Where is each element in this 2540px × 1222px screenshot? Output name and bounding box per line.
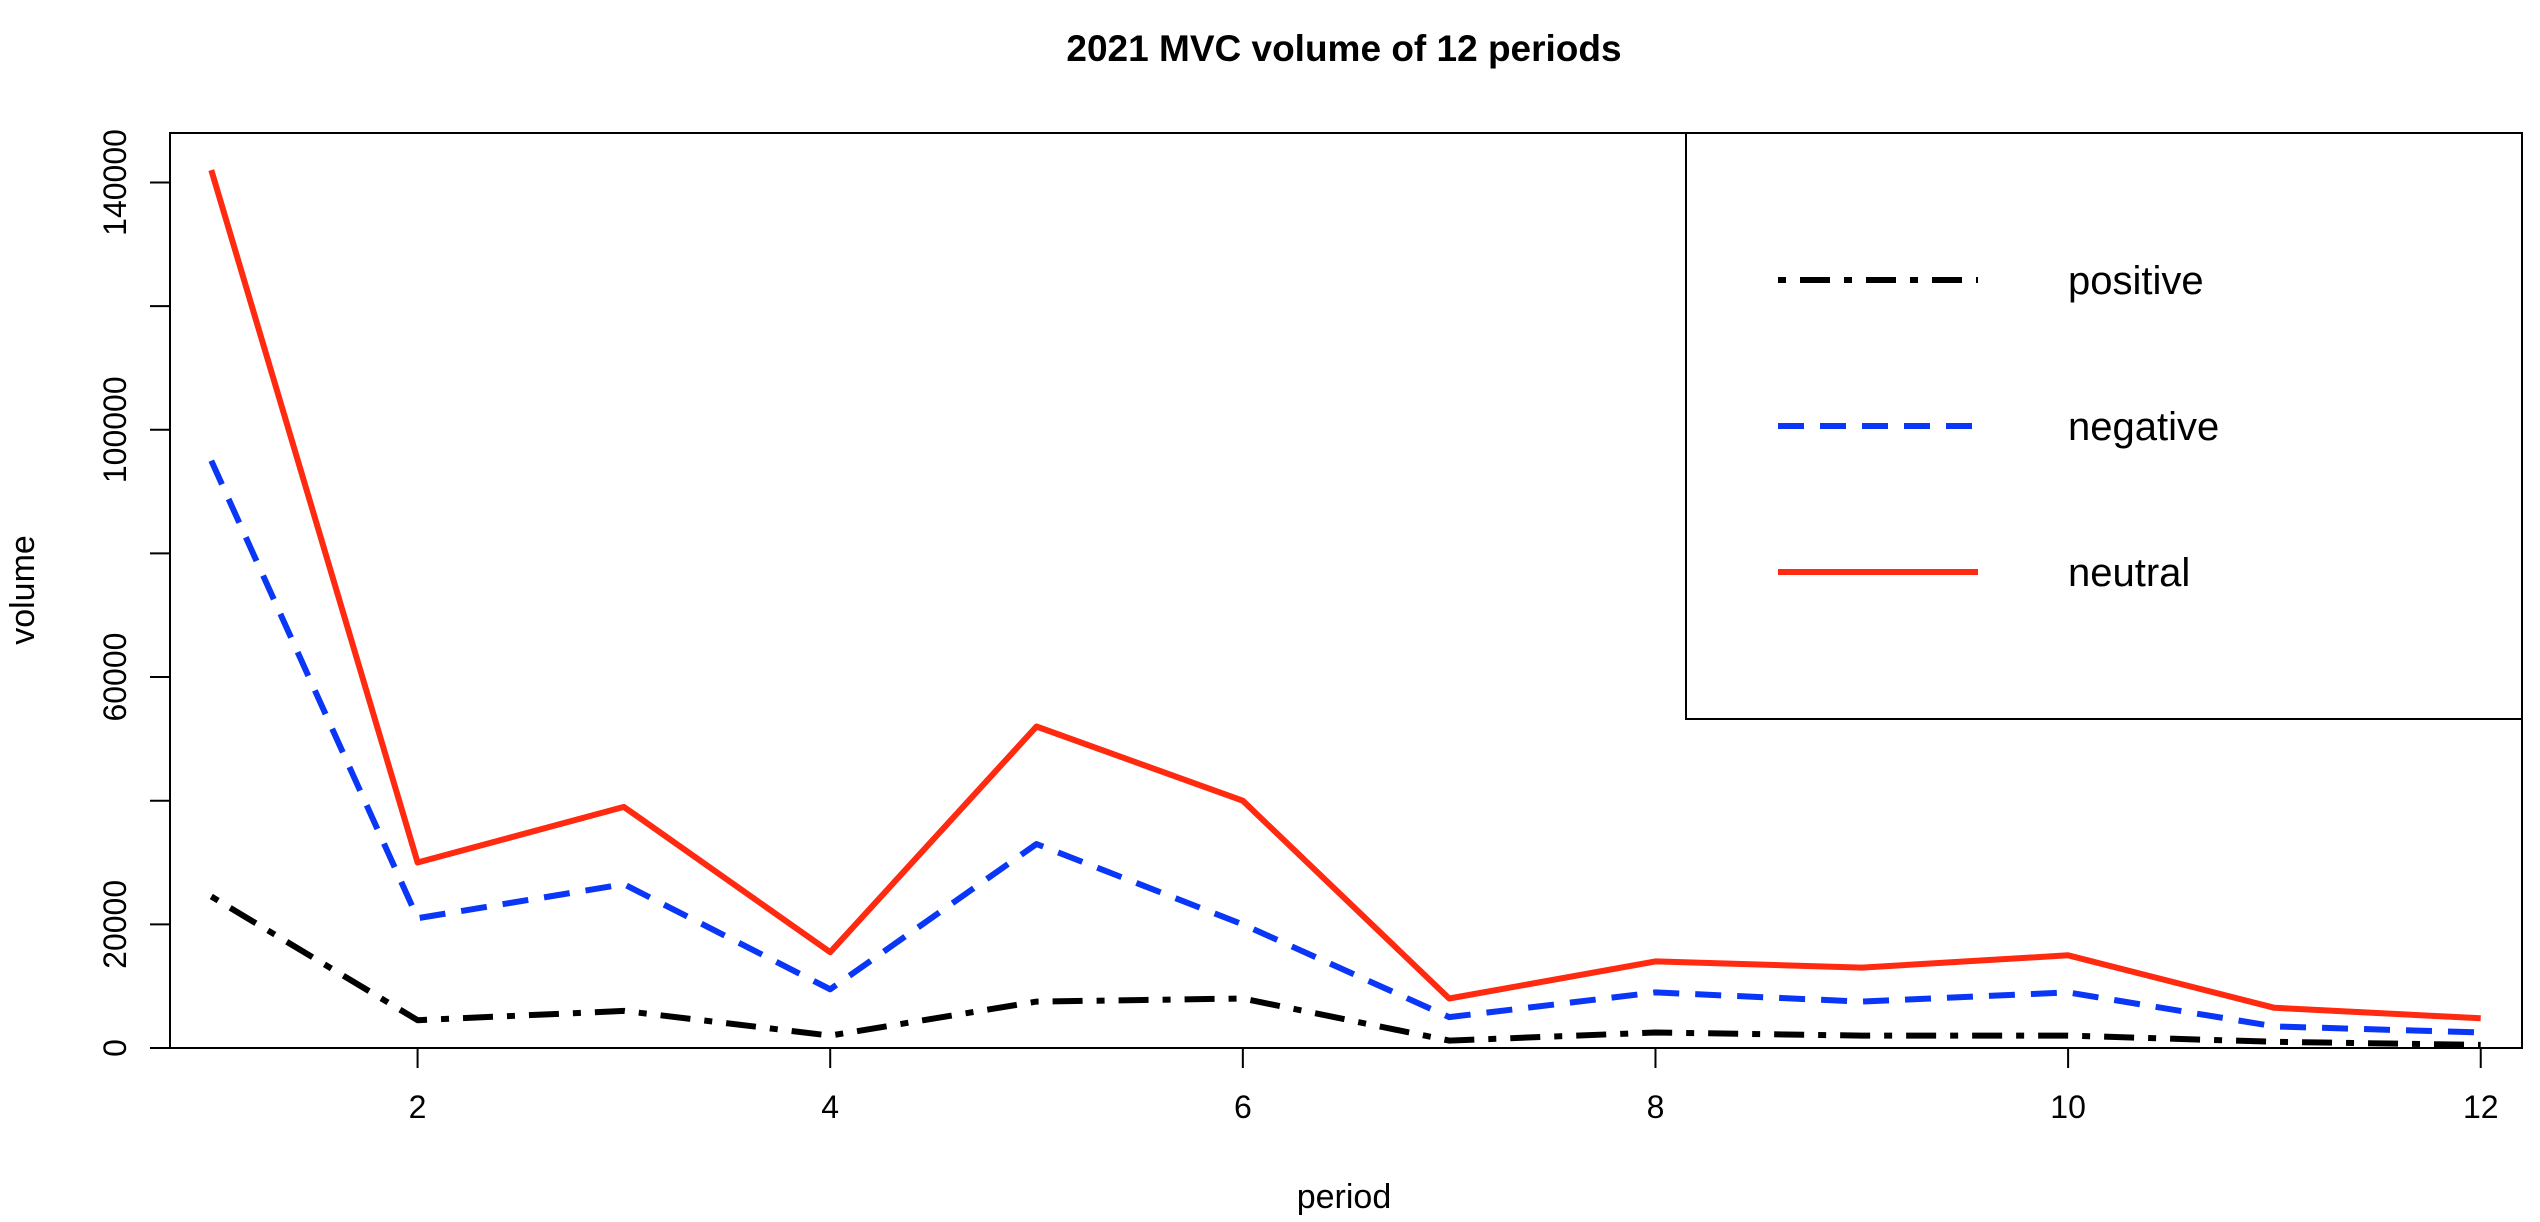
series-line-neutral — [208, 169, 2481, 1022]
y-tick-label: 140000 — [97, 129, 133, 236]
data-point-negative — [2068, 992, 2069, 993]
data-point-negative — [2480, 1032, 2481, 1033]
chart-title: 2021 MVC volume of 12 periods — [1066, 28, 1621, 69]
data-point-positive — [1861, 1035, 1862, 1036]
legend-label-neutral: neutral — [2068, 551, 2190, 595]
x-tick-label: 2 — [409, 1089, 427, 1125]
x-axis: 2 4 6 8 10 12 — [409, 1047, 2499, 1125]
data-point-positive — [417, 1020, 418, 1021]
data-point-neutral — [1655, 961, 1656, 962]
data-point-positive — [1242, 998, 1243, 999]
y-tick-label: 20000 — [97, 880, 133, 969]
data-point-neutral — [1036, 726, 1037, 727]
x-tick-label: 12 — [2463, 1089, 2499, 1125]
legend-label-positive: positive — [2068, 259, 2204, 303]
x-tick-label: 10 — [2050, 1089, 2086, 1125]
data-point-neutral — [830, 952, 831, 953]
data-point-neutral — [623, 806, 624, 807]
data-point-negative — [1242, 924, 1243, 925]
y-tick-label: 60000 — [97, 633, 133, 722]
data-point-negative — [1449, 1017, 1450, 1018]
data-point-positive — [2480, 1044, 2481, 1045]
y-axis-label: volume — [4, 535, 42, 645]
data-point-positive — [211, 896, 212, 897]
y-tick-label: 0 — [97, 1039, 133, 1057]
data-point-neutral — [1861, 967, 1862, 968]
series-layer — [208, 169, 2481, 1048]
data-point-neutral — [211, 170, 212, 171]
x-tick-label: 6 — [1234, 1089, 1252, 1125]
data-point-neutral — [1449, 998, 1450, 999]
data-point-neutral — [2274, 1007, 2275, 1008]
data-point-positive — [1036, 1001, 1037, 1002]
data-point-positive — [830, 1035, 831, 1036]
legend: positive negative neutral — [1685, 132, 2523, 720]
y-axis: 0 20000 60000 100000 140000 — [97, 129, 171, 1057]
x-tick-label: 8 — [1647, 1089, 1665, 1125]
data-point-positive — [2068, 1035, 2069, 1036]
series-line-negative — [208, 459, 2481, 1036]
data-point-neutral — [417, 862, 418, 863]
data-point-negative — [623, 884, 624, 885]
data-point-negative — [417, 918, 418, 919]
y-tick-label: 100000 — [97, 376, 133, 483]
data-point-negative — [1036, 844, 1037, 845]
data-point-negative — [830, 989, 831, 990]
legend-label-negative: negative — [2068, 405, 2219, 449]
x-axis-label: period — [1297, 1178, 1392, 1216]
data-point-negative — [211, 460, 212, 461]
data-point-positive — [1449, 1040, 1450, 1041]
data-point-neutral — [2068, 955, 2069, 956]
data-point-positive — [623, 1010, 624, 1011]
data-point-negative — [2274, 1026, 2275, 1027]
x-tick-label: 4 — [821, 1089, 839, 1125]
data-point-positive — [2274, 1041, 2275, 1042]
data-point-neutral — [2480, 1018, 2481, 1019]
data-point-positive — [1655, 1032, 1656, 1033]
data-point-negative — [1655, 992, 1656, 993]
data-point-neutral — [1242, 800, 1243, 801]
data-point-negative — [1861, 1001, 1862, 1002]
